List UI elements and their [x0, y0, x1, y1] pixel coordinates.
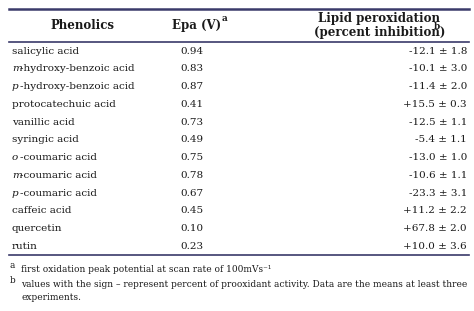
Text: +11.2 ± 2.2: +11.2 ± 2.2 [403, 207, 467, 216]
Text: -hydroxy-benzoic acid: -hydroxy-benzoic acid [20, 82, 135, 91]
Text: -coumaric acid: -coumaric acid [20, 153, 97, 162]
Text: syringic acid: syringic acid [12, 136, 79, 145]
Text: Lipid peroxidation: Lipid peroxidation [318, 12, 440, 25]
Text: -10.1 ± 3.0: -10.1 ± 3.0 [409, 64, 467, 73]
Text: (percent inhibition): (percent inhibition) [313, 26, 445, 39]
Text: -23.3 ± 3.1: -23.3 ± 3.1 [409, 189, 467, 198]
Text: Epa (V): Epa (V) [172, 19, 221, 32]
Text: p: p [12, 82, 18, 91]
Text: p: p [12, 189, 18, 198]
Text: 0.45: 0.45 [180, 207, 203, 216]
Text: caffeic acid: caffeic acid [12, 207, 72, 216]
Text: -coumaric acid: -coumaric acid [20, 171, 97, 180]
Text: -10.6 ± 1.1: -10.6 ± 1.1 [409, 171, 467, 180]
Text: +67.8 ± 2.0: +67.8 ± 2.0 [403, 224, 467, 233]
Text: b: b [9, 276, 15, 285]
Text: 0.73: 0.73 [180, 118, 203, 127]
Text: +10.0 ± 3.6: +10.0 ± 3.6 [403, 242, 467, 251]
Text: -11.4 ± 2.0: -11.4 ± 2.0 [409, 82, 467, 91]
Text: quercetin: quercetin [12, 224, 63, 233]
Text: -12.5 ± 1.1: -12.5 ± 1.1 [409, 118, 467, 127]
Text: 0.75: 0.75 [180, 153, 203, 162]
Text: 0.41: 0.41 [180, 100, 203, 109]
Text: first oxidation peak potential at scan rate of 100mVs⁻¹: first oxidation peak potential at scan r… [21, 265, 272, 273]
Text: 0.10: 0.10 [180, 224, 203, 233]
Text: 0.94: 0.94 [180, 47, 203, 56]
Text: b: b [434, 22, 440, 31]
Text: -coumaric acid: -coumaric acid [20, 189, 97, 198]
Text: rutin: rutin [12, 242, 38, 251]
Text: 0.49: 0.49 [180, 136, 203, 145]
Text: o: o [12, 153, 18, 162]
Text: -hydroxy-benzoic acid: -hydroxy-benzoic acid [20, 64, 135, 73]
Text: a: a [9, 261, 15, 270]
Text: 0.23: 0.23 [180, 242, 203, 251]
Text: Phenolics: Phenolics [51, 19, 115, 32]
Text: experiments.: experiments. [21, 293, 82, 301]
Text: salicylic acid: salicylic acid [12, 47, 79, 56]
Text: +15.5 ± 0.3: +15.5 ± 0.3 [403, 100, 467, 109]
Text: -12.1 ± 1.8: -12.1 ± 1.8 [409, 47, 467, 56]
Text: a: a [221, 14, 227, 23]
Text: vanillic acid: vanillic acid [12, 118, 74, 127]
Text: 0.83: 0.83 [180, 64, 203, 73]
Text: protocatechuic acid: protocatechuic acid [12, 100, 116, 109]
Text: 0.78: 0.78 [180, 171, 203, 180]
Text: -13.0 ± 1.0: -13.0 ± 1.0 [409, 153, 467, 162]
Text: m: m [12, 64, 22, 73]
Text: values with the sign – represent percent of prooxidant activity. Data are the me: values with the sign – represent percent… [21, 280, 467, 289]
Text: -5.4 ± 1.1: -5.4 ± 1.1 [415, 136, 467, 145]
Text: m: m [12, 171, 22, 180]
Text: 0.67: 0.67 [180, 189, 203, 198]
Text: 0.87: 0.87 [180, 82, 203, 91]
